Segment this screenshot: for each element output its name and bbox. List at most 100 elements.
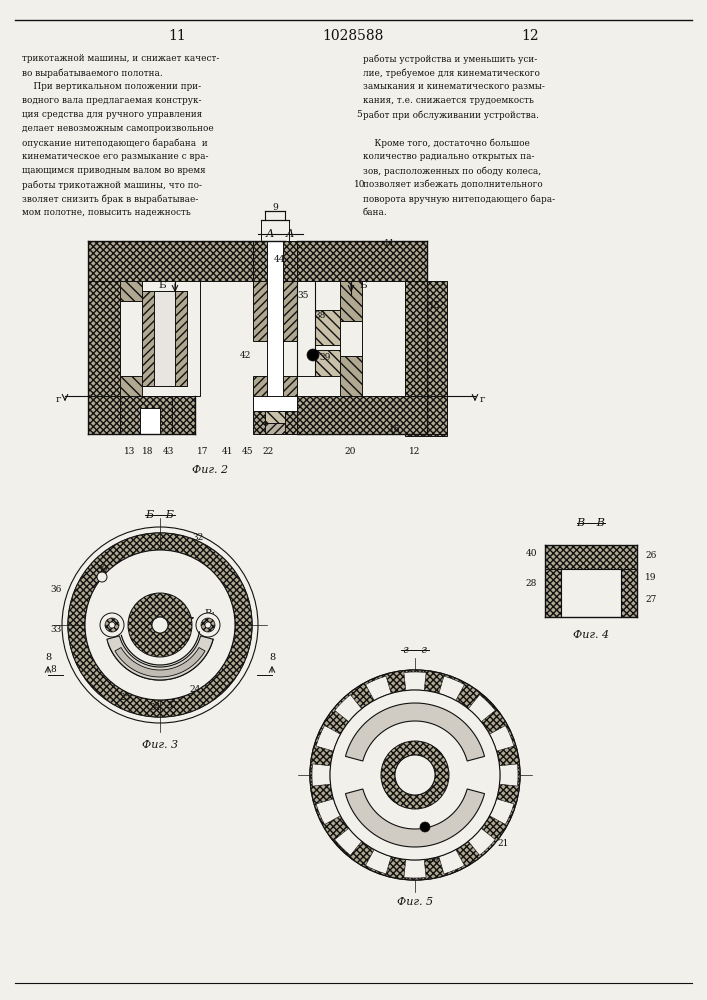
Wedge shape — [404, 860, 426, 878]
Text: поворота вручную нитеподающего бара-: поворота вручную нитеподающего бара- — [363, 194, 555, 204]
Polygon shape — [346, 789, 484, 847]
Text: 32: 32 — [192, 534, 204, 542]
Text: 12: 12 — [409, 448, 421, 456]
Wedge shape — [366, 850, 391, 874]
Text: опускание нитеподающего барабана  и: опускание нитеподающего барабана и — [22, 138, 208, 147]
Text: г: г — [479, 395, 485, 404]
Wedge shape — [489, 726, 514, 751]
Wedge shape — [439, 850, 464, 874]
Text: 26: 26 — [645, 550, 657, 560]
Text: мом полотне, повысить надежность: мом полотне, повысить надежность — [22, 208, 191, 217]
Text: При вертикальном положении при-: При вертикальном положении при- — [22, 82, 201, 91]
Text: 43: 43 — [163, 448, 174, 456]
Text: 16: 16 — [390, 426, 401, 434]
Circle shape — [330, 690, 500, 860]
Text: бана.: бана. — [363, 208, 387, 217]
Text: работы трикотажной машины, что по-: работы трикотажной машины, что по- — [22, 180, 202, 190]
Circle shape — [310, 670, 520, 880]
Wedge shape — [500, 764, 518, 786]
Bar — [297, 396, 447, 434]
Text: г – г: г – г — [403, 645, 427, 655]
Text: 13: 13 — [124, 448, 136, 456]
Circle shape — [105, 618, 119, 632]
Text: 41: 41 — [222, 448, 234, 456]
Text: 9: 9 — [272, 204, 278, 213]
Polygon shape — [107, 636, 213, 680]
Text: В – В: В – В — [577, 518, 605, 528]
Text: 21: 21 — [497, 838, 509, 848]
Text: 25: 25 — [119, 692, 131, 702]
Bar — [88, 396, 195, 434]
Text: щающимся приводным валом во время: щающимся приводным валом во время — [22, 166, 206, 175]
Bar — [411, 755, 419, 763]
Wedge shape — [316, 726, 341, 751]
Circle shape — [100, 613, 124, 637]
Text: Кроме того, достаточно большое: Кроме того, достаточно большое — [363, 138, 530, 147]
Text: во вырабатываемого полотна.: во вырабатываемого полотна. — [22, 68, 163, 78]
Text: 39: 39 — [96, 566, 107, 574]
Text: 34: 34 — [149, 702, 160, 712]
Text: 24: 24 — [189, 686, 201, 694]
Text: водного вала предлагаемая конструк-: водного вала предлагаемая конструк- — [22, 96, 201, 105]
Bar — [142, 291, 154, 386]
Circle shape — [307, 349, 319, 361]
Bar — [315, 350, 340, 376]
Text: 45: 45 — [243, 448, 254, 456]
Text: 10: 10 — [354, 180, 366, 189]
Text: 44: 44 — [274, 255, 286, 264]
Circle shape — [205, 622, 211, 628]
Wedge shape — [310, 670, 520, 880]
Text: трикотажной машины, и снижает качест-: трикотажной машины, и снижает качест- — [22, 54, 219, 63]
Text: кания, т.е. снижается трудоемкость: кания, т.е. снижается трудоемкость — [363, 96, 534, 105]
Text: 40: 40 — [525, 548, 537, 558]
Text: кинематическое его размыкание с вра-: кинематическое его размыкание с вра- — [22, 152, 209, 161]
Text: 36: 36 — [50, 585, 62, 594]
Text: 27: 27 — [645, 594, 657, 603]
Bar — [265, 411, 285, 423]
Circle shape — [152, 617, 168, 633]
Bar — [283, 376, 297, 431]
Bar — [297, 281, 405, 396]
Bar — [340, 281, 362, 321]
Bar — [175, 291, 187, 386]
Circle shape — [395, 755, 435, 795]
Bar — [120, 376, 142, 396]
Text: А – А: А – А — [265, 229, 295, 239]
Text: замыкания и кинематического размы-: замыкания и кинематического размы- — [363, 82, 545, 91]
Bar — [142, 291, 187, 386]
Bar — [297, 281, 315, 376]
Text: зволяет снизить брак в вырабатывае-: зволяет снизить брак в вырабатывае- — [22, 194, 199, 204]
Text: R₁: R₁ — [204, 608, 216, 617]
Text: 20: 20 — [344, 448, 356, 456]
Text: Б: Б — [158, 280, 166, 290]
Wedge shape — [381, 741, 449, 809]
Text: Фиг. 2: Фиг. 2 — [192, 465, 228, 475]
Text: 11: 11 — [384, 239, 396, 248]
Text: 28: 28 — [525, 578, 537, 587]
Circle shape — [420, 822, 430, 832]
Wedge shape — [439, 676, 464, 700]
Text: 39: 39 — [320, 354, 331, 362]
Text: позволяет избежать дополнительного: позволяет избежать дополнительного — [363, 180, 543, 189]
Text: 19: 19 — [645, 572, 657, 582]
Text: 12: 12 — [521, 29, 539, 43]
Text: 11: 11 — [168, 29, 186, 43]
Bar — [253, 241, 297, 261]
Circle shape — [97, 572, 107, 582]
Text: 29: 29 — [427, 856, 438, 864]
Text: количество радиально открытых па-: количество радиально открытых па- — [363, 152, 534, 161]
Bar — [267, 241, 283, 411]
Bar — [283, 281, 297, 341]
Bar — [315, 310, 340, 345]
Wedge shape — [316, 799, 341, 824]
Text: 8: 8 — [45, 652, 51, 662]
Wedge shape — [128, 593, 192, 657]
Bar — [120, 281, 200, 396]
Bar — [88, 281, 120, 396]
Text: 22: 22 — [262, 448, 274, 456]
Text: 38: 38 — [315, 312, 326, 320]
Bar — [545, 569, 561, 617]
Bar — [265, 423, 285, 434]
Text: 23: 23 — [392, 850, 402, 859]
Text: 33: 33 — [50, 626, 62, 635]
